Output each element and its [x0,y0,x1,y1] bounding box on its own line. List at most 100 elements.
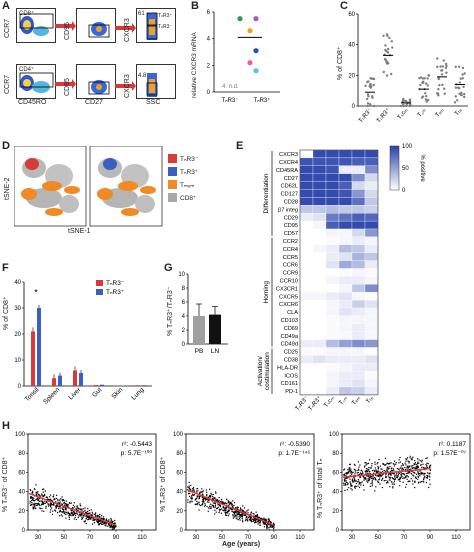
scatter-point [360,476,362,478]
scatter-point [374,463,376,465]
scatter-point [227,515,229,517]
scatter-point [110,524,113,526]
scatter-point [207,507,210,509]
scatter-point [426,457,428,459]
scatter-point [257,523,259,525]
heatmap-cell [364,260,379,269]
scatter-point [75,507,77,509]
scatter-point [34,505,36,507]
scatter-point [371,480,373,482]
scatter-point [258,516,260,518]
scatter-point [365,473,367,475]
data-point [364,84,367,88]
scatter-point [104,524,106,526]
panel-label-f: F [2,262,9,274]
heatmap-row-label: CD29 [284,215,298,221]
scatter-point [250,512,252,514]
heatmap-cell [364,173,379,182]
scatter-point [237,519,239,521]
plot-frame [27,433,157,531]
scatter-point [229,502,231,504]
heatmap-cell [299,157,314,166]
data-point [437,77,440,81]
scatter-point [86,516,88,518]
scatter-point [225,502,227,504]
heatmap-col-label: Tₜₑ [366,395,376,405]
scatter-point [402,464,405,466]
scatter-point [268,520,271,522]
legend-label: TₙR3⁻ [106,280,125,287]
data-point [384,44,387,47]
scatter-point [198,501,200,503]
scatter-point [41,501,44,504]
scatter-point [88,509,90,512]
scatter-point [209,494,211,496]
gate-label-r3neg: TₙR3⁻ [158,24,173,30]
data-point [402,98,405,102]
scatter-point [204,498,207,500]
scatter-point [93,522,96,524]
y-tick-label: 100 [15,432,26,438]
scatter-point [73,506,76,508]
scatter-point [367,471,369,473]
heatmap-cell [325,276,340,285]
heatmap-cell [364,165,379,174]
scatter-point [32,496,34,499]
heatmap-cell [364,252,379,261]
heatmap-cell [351,355,366,364]
scatter-point [374,474,377,476]
scatter-point [380,468,382,470]
heatmap-cell [364,205,379,214]
panel-label-d: D [2,140,10,152]
scatter-point [269,521,272,523]
scatter-point [245,518,247,521]
heatmap-cell [351,165,366,174]
scatter-point [264,521,266,524]
gate-label-cd8: CD8⁺ [19,11,35,17]
scatter-point [190,489,192,491]
scatter-point [374,478,376,480]
scatter-point [33,506,36,508]
scatter-point [90,517,92,519]
scatter-point [212,493,215,496]
scatter-point [405,464,407,466]
heatmap-col-label: Tₑₘ [351,395,362,406]
scatter-point [349,467,351,469]
scatter-point [357,461,359,463]
scatter-point [217,506,219,508]
scatter-point [204,504,206,506]
scatter-point [240,509,242,511]
axis-label-cd27: CD27 [85,99,103,106]
scatter-point [43,502,45,504]
scatter-point [395,476,397,478]
scatter-point [239,513,241,516]
scatter-point [222,502,224,504]
heatmap-cell [338,268,353,277]
scatter-point [214,505,216,507]
scatter-point [396,475,398,477]
heatmap-cell [325,205,340,214]
heatmap-cell [325,347,340,356]
scatter-point [411,467,414,469]
heatmap-row-label: CD28 [284,200,298,206]
scatter-point [57,505,59,507]
scatter-point [417,470,419,472]
data-point [419,83,422,87]
heatmap-cell [299,386,314,396]
scatter-point [354,485,356,487]
scatter-point [412,483,414,485]
scatter-point [112,524,115,526]
scatter-point [240,508,242,510]
scatter-point [418,473,420,475]
data-point [253,68,259,74]
scatter-point [348,468,350,470]
x-tick-label: 110 [295,535,305,541]
scatter-point [234,514,236,516]
scatter-point [393,460,396,462]
scatter-point [357,471,359,474]
data-point [382,70,385,74]
scatter-point [187,501,189,503]
scatter-point [258,519,261,521]
scatter-point [211,497,213,500]
scatter-point [195,490,198,492]
